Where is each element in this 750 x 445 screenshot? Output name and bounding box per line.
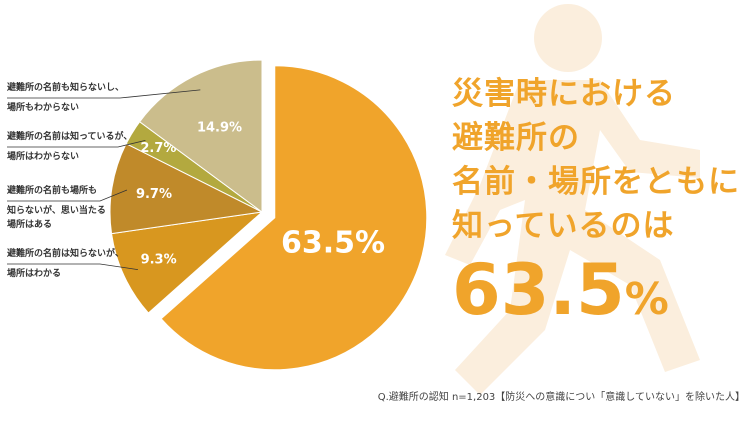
headline-unit: %	[624, 274, 669, 325]
survey-note: Q.避難所の認知 n=1,203【防災への意識につい「意識していない」を除いた人…	[377, 392, 745, 403]
slice-value-label-1: 9.3%	[141, 253, 177, 268]
pie-chart: 63.5% 9.3% 避難所の名前は知らないが、場所はわかる 9.7% 避難所の名前も場…	[6, 59, 428, 371]
headline-line-4: 知っているのは	[452, 208, 675, 244]
leader-line-4	[7, 89, 201, 99]
person-walking-watermark	[445, 4, 700, 395]
slice-category-label-3-0: 避難所の名前は知っているが、	[7, 130, 132, 142]
slice-category-label-2-1: 知らないが、思い当たる	[6, 204, 106, 216]
leader-line-3	[7, 140, 146, 148]
slice-category-label-1-0: 避難所の名前は知らないが、	[7, 247, 124, 259]
slice-category-label-2-2: 場所はある	[7, 218, 52, 230]
pie-slice-4	[138, 59, 263, 213]
headline-value: 63.5%	[452, 250, 742, 340]
slice-category-label-1-1: 場所はわかる	[7, 267, 61, 279]
slice-category-label-4-1: 場所もわからない	[7, 101, 79, 113]
slice-category-label-4-0: 避難所の名前も知らないし、	[7, 81, 124, 93]
pie-slice-1	[110, 211, 264, 314]
slice-category-label-3-1: 場所はわからない	[7, 150, 79, 162]
headline: 災害時における 避難所の 名前・場所をともに 知っているのは 63.5%	[452, 72, 742, 340]
headline-line-1: 災害時における	[452, 76, 676, 112]
leader-line-1	[7, 263, 138, 271]
slice-value-label-3: 2.7%	[140, 141, 176, 156]
pie-slice-0	[160, 65, 428, 371]
leader-line-2	[7, 189, 128, 202]
slice-category-label-2-0: 避難所の名前も場所も	[7, 184, 97, 196]
headline-number: 63.5	[452, 249, 625, 331]
headline-line-2: 避難所の	[452, 120, 580, 156]
pie-slice-2	[109, 143, 264, 235]
headline-line-3: 名前・場所をともに	[452, 164, 740, 200]
slice-value-label-4: 14.9%	[197, 120, 242, 135]
slice-value-label-2: 9.7%	[136, 187, 172, 202]
slice-value-label-0: 63.5%	[281, 225, 385, 260]
